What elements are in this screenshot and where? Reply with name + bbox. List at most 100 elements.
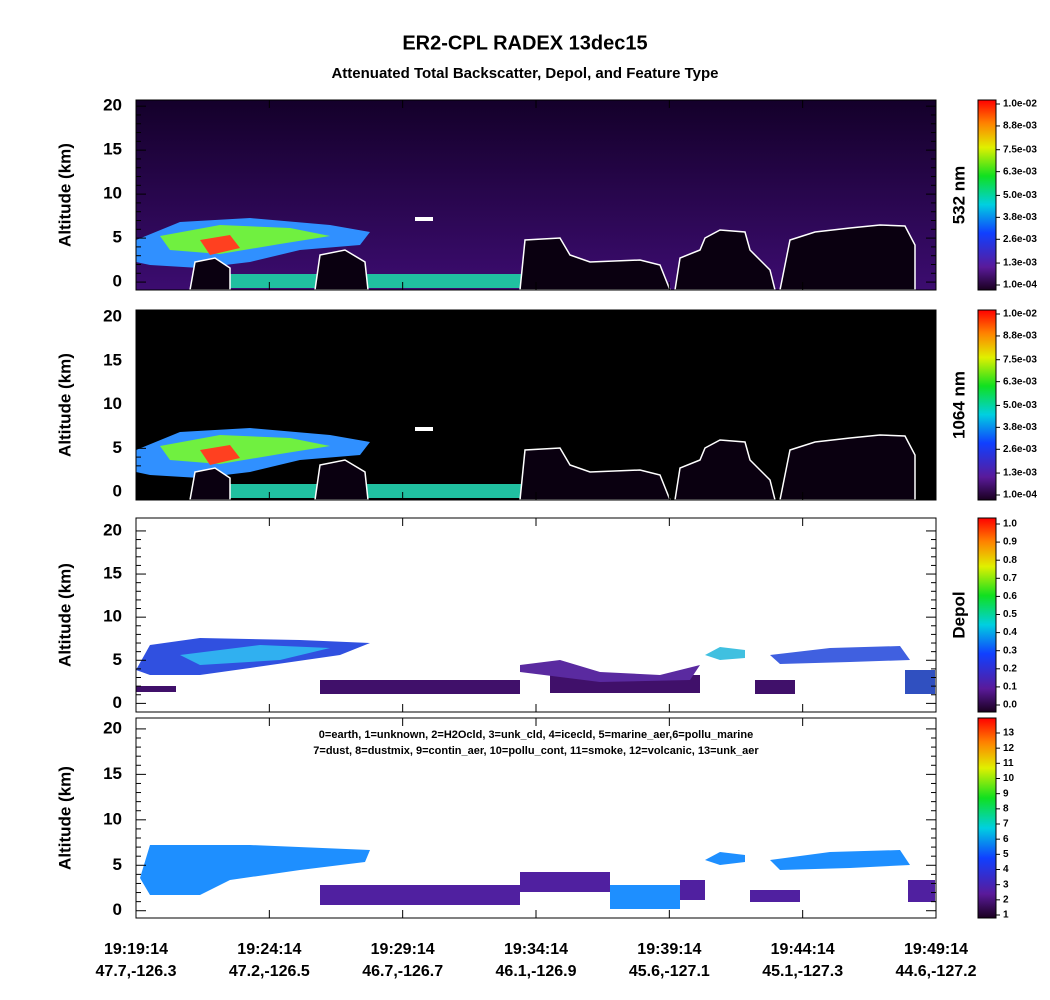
y-tick-label: 5 [113, 650, 122, 669]
colorbar-label: 532 nm [949, 166, 968, 225]
y-tick-label: 0 [113, 900, 122, 919]
colorbar-tick-label: 9 [1003, 788, 1009, 799]
colorbar-tick-label: 1.0e-02 [1003, 99, 1037, 110]
curtain-features [770, 850, 910, 870]
curtain-features [136, 686, 176, 692]
curtain-features [905, 670, 935, 694]
y-axis-label: Altitude (km) [55, 143, 74, 247]
panel-1064 [135, 310, 936, 501]
y-axis-label: Altitude (km) [55, 563, 74, 667]
colorbar-tick-label: 0.3 [1003, 645, 1017, 656]
curtain-features [750, 890, 800, 902]
colorbar-tick-label: 3 [1003, 879, 1009, 890]
x-tick-label: 19:29:14 [371, 941, 435, 958]
curtain-features [520, 872, 610, 892]
colorbar-tick-label: 1.3e-03 [1003, 258, 1037, 269]
annotation: 7=dust, 8=dustmix, 9=contin_aer, 10=poll… [313, 745, 759, 757]
x-tick-label: 19:19:14 [104, 941, 168, 958]
y-tick-label: 5 [113, 438, 122, 457]
curtain-features [320, 885, 520, 905]
y-tick-label: 0 [113, 272, 122, 291]
colorbar-tick-label: 1.3e-03 [1003, 468, 1037, 479]
y-tick-label: 0 [113, 693, 122, 712]
colorbar-tick-label: 1.0 [1003, 519, 1017, 530]
y-tick-label: 5 [113, 855, 122, 874]
colorbar-tick-label: 0.7 [1003, 573, 1017, 584]
curtain-features [705, 852, 745, 865]
curtain-features [520, 660, 700, 682]
colorbar-tick-label: 6.3e-03 [1003, 166, 1037, 177]
x-tick-label: 19:24:14 [237, 941, 301, 958]
chart-subtitle: Attenuated Total Backscatter, Depol, and… [331, 65, 718, 82]
chart-title: ER2-CPL RADEX 13dec15 [402, 32, 647, 54]
colorbar-tick-label: 5 [1003, 849, 1009, 860]
x-tick-location: 46.7,-126.7 [362, 963, 443, 980]
colorbar-label: Depol [949, 591, 968, 638]
y-axis-label: Altitude (km) [55, 353, 74, 457]
y-tick-label: 20 [103, 718, 122, 737]
panel-depol [136, 518, 936, 712]
colorbar-tick-label: 1.0e-04 [1003, 280, 1037, 291]
x-tick-label: 19:34:14 [504, 941, 568, 958]
colorbar-label: 1064 nm [949, 371, 968, 439]
colorbar-tick-label: 5.0e-03 [1003, 190, 1037, 201]
x-tick-label: 19:39:14 [637, 941, 701, 958]
colorbar-tick-label: 0.2 [1003, 663, 1017, 674]
colorbar-tick-label: 5.0e-03 [1003, 400, 1037, 411]
colorbar-tick-label: 0.4 [1003, 627, 1017, 638]
y-tick-label: 5 [113, 228, 122, 247]
panel-532 [135, 100, 936, 291]
curtain-features [320, 680, 520, 694]
colorbar-tick-label: 8.8e-03 [1003, 331, 1037, 342]
x-tick-location: 44.6,-127.2 [896, 963, 977, 980]
curtain-features [140, 845, 370, 895]
curtain-features [705, 647, 745, 660]
colorbar-tick-label: 8.8e-03 [1003, 121, 1037, 132]
x-tick-location: 45.1,-127.3 [762, 963, 843, 980]
x-tick-location: 47.7,-126.3 [96, 963, 177, 980]
x-tick-label: 19:49:14 [904, 941, 968, 958]
colorbar-tick-label: 1.0e-04 [1003, 490, 1037, 501]
x-tick-label: 19:44:14 [771, 941, 835, 958]
y-tick-label: 20 [103, 520, 122, 539]
y-tick-label: 15 [103, 764, 122, 783]
colorbar-tick-label: 10 [1003, 773, 1015, 784]
curtain-features [908, 880, 935, 902]
colorbar-tick-label: 12 [1003, 743, 1015, 754]
y-tick-label: 0 [113, 482, 122, 501]
colorbar-tick-label: 2.6e-03 [1003, 234, 1037, 245]
x-tick-location: 47.2,-126.5 [229, 963, 310, 980]
colorbar-tick-label: 1 [1003, 910, 1009, 921]
curtain-image [136, 518, 936, 712]
curtain-features [680, 880, 705, 900]
y-tick-label: 10 [103, 184, 122, 203]
curtain-features [610, 885, 680, 909]
colorbar-tick-label: 0.8 [1003, 555, 1017, 566]
curtain-features [180, 645, 330, 665]
colorbar-tick-label: 3.8e-03 [1003, 422, 1037, 433]
colorbar-tick-label: 0.1 [1003, 682, 1017, 693]
y-tick-label: 10 [103, 607, 122, 626]
curtain-features [770, 646, 910, 664]
curtain-features [755, 680, 795, 694]
colorbar-tick-label: 0.0 [1003, 700, 1017, 711]
y-tick-label: 15 [103, 140, 122, 159]
colorbar-tick-label: 0.6 [1003, 591, 1017, 602]
y-tick-label: 15 [103, 564, 122, 583]
colorbar-tick-label: 3.8e-03 [1003, 212, 1037, 223]
annotation: 0=earth, 1=unknown, 2=H2Ocld, 3=unk_cld,… [319, 729, 753, 741]
colorbar-tick-label: 0.9 [1003, 537, 1017, 548]
x-tick-location: 46.1,-126.9 [496, 963, 577, 980]
y-tick-label: 10 [103, 394, 122, 413]
colorbar [977, 517, 997, 713]
panel-feature-type [136, 718, 936, 918]
colorbar-tick-label: 1.0e-02 [1003, 309, 1037, 320]
colorbar-tick-label: 7.5e-03 [1003, 354, 1037, 365]
colorbar-tick-label: 0.5 [1003, 609, 1017, 620]
y-tick-label: 15 [103, 350, 122, 369]
colorbar [977, 309, 997, 501]
y-tick-label: 10 [103, 809, 122, 828]
colorbar [977, 717, 997, 919]
colorbar-tick-label: 2.6e-03 [1003, 444, 1037, 455]
